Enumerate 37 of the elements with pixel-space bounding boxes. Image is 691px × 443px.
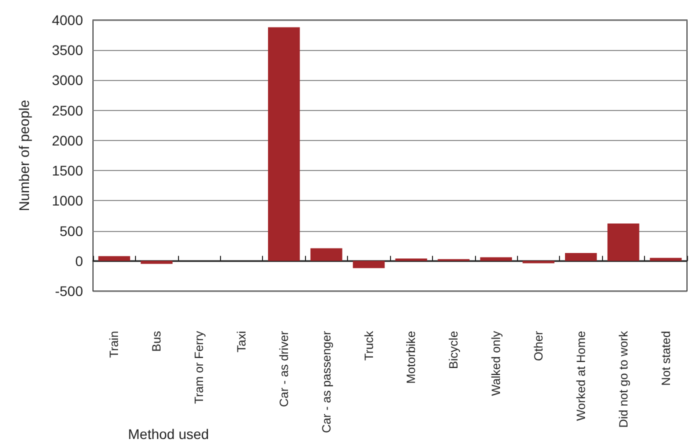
bar [650,258,682,261]
x-tick-label: Taxi [234,331,248,352]
y-tick-label: 500 [60,222,84,239]
x-tick-label: Motorbike [404,330,418,384]
y-tick-label: 3500 [52,42,84,58]
bar [140,260,173,264]
x-tick-label: Walked only [489,331,504,396]
y-tick-label: 2000 [52,132,84,148]
bar [352,260,385,268]
y-tick-label: 1000 [52,192,84,209]
bar [395,258,428,261]
y-tick-label: 0 [75,252,84,269]
bar [522,260,554,264]
x-tick-label: Train [107,331,122,358]
y-tick-label: -500 [54,283,84,299]
y-tick-label: 3000 [52,72,84,88]
x-tick-label: Bicycle [446,330,461,370]
x-axis-title: Method used [128,426,209,442]
y-tick-label: 2500 [52,102,84,118]
x-tick-label: Did not go to work [616,330,630,428]
x-tick-label: Other [532,331,546,362]
x-tick-label: Car - as passenger [319,330,334,434]
y-tick-label: 1500 [52,162,84,179]
x-tick-label: Bus [150,331,164,352]
x-tick-label: Worked at Home [574,330,588,421]
x-tick-label: Truck [362,330,376,361]
bar [607,224,640,261]
bar [268,27,300,261]
bar [480,257,512,261]
x-tick-label: Tram or Ferry [192,331,206,404]
y-axis-title: Number of people [16,100,32,212]
y-tick-label: 4000 [52,12,84,28]
x-tick-label: Not stated [658,331,673,386]
bar [98,256,130,261]
bar [565,253,597,261]
bar [310,248,342,261]
x-tick-label: Car - as driver [276,331,291,408]
